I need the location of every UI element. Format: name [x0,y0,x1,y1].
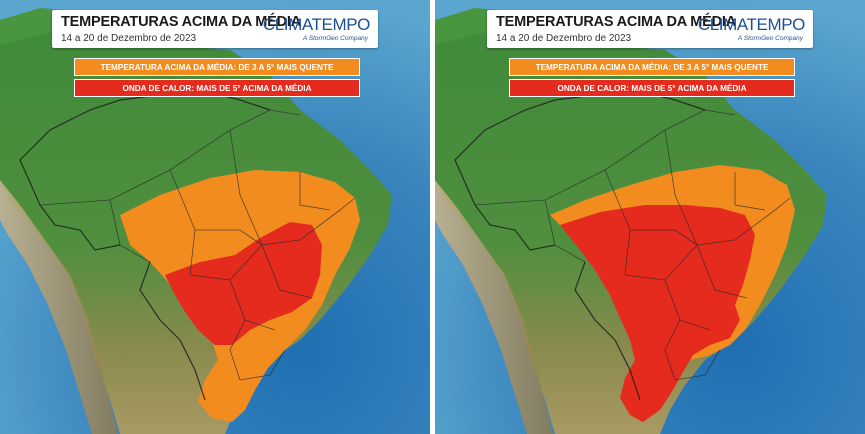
heat-wave-zone [560,205,755,422]
state-borders [39,109,356,381]
legend-above-average: TEMPERATURA ACIMA DA MÉDIA: DE 3 A 5° MA… [509,58,795,76]
map-panel-left: TEMPERATURAS ACIMA DA MÉDIA 14 a 20 de D… [0,0,430,434]
map-header: TEMPERATURAS ACIMA DA MÉDIA 14 a 20 de D… [52,10,378,48]
map-panel-right: TEMPERATURAS ACIMA DA MÉDIA 14 a 20 de D… [435,0,865,434]
brand-logo: CLIMATEMPO [697,15,806,34]
legend-heat-wave: ONDA DE CALOR: MAIS DE 5° ACIMA DA MÉDIA [74,79,360,97]
brand-tagline: A StormGeo Company [737,35,803,42]
map-title: TEMPERATURAS ACIMA DA MÉDIA [61,14,302,30]
andes-range [435,180,553,434]
brand-logo: CLIMATEMPO [262,15,371,34]
heat-wave-zone [165,222,322,345]
map-date-range: 14 a 20 de Dezembro de 2023 [496,33,632,44]
andes-range [0,180,118,434]
map-date-range: 14 a 20 de Dezembro de 2023 [61,33,197,44]
map-header: TEMPERATURAS ACIMA DA MÉDIA 14 a 20 de D… [487,10,813,48]
map-title: TEMPERATURAS ACIMA DA MÉDIA [496,14,737,30]
brand-tagline: A StormGeo Company [302,35,368,42]
legend-heat-wave: ONDA DE CALOR: MAIS DE 5° ACIMA DA MÉDIA [509,79,795,97]
legend-above-average: TEMPERATURA ACIMA DA MÉDIA: DE 3 A 5° MA… [74,58,360,76]
